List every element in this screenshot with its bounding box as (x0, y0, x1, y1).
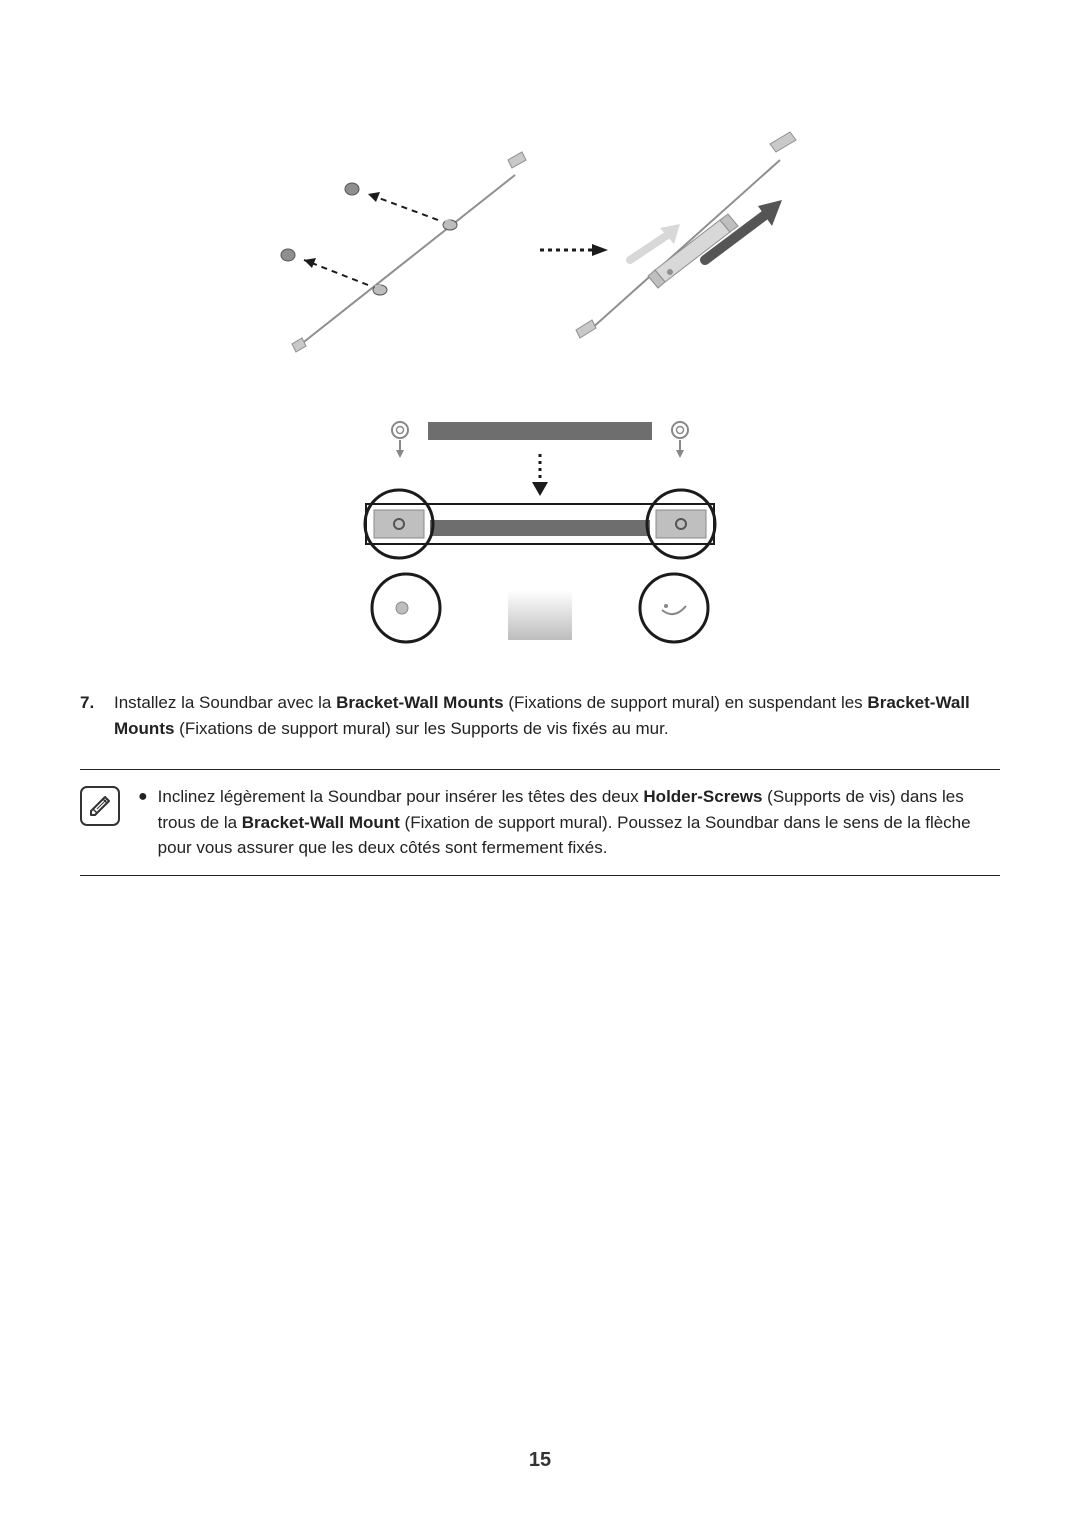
note-bullet: ● Inclinez légèrement la Soundbar pour i… (138, 784, 1000, 861)
note-body: ● Inclinez légèrement la Soundbar pour i… (138, 784, 1000, 861)
note-box: ● Inclinez légèrement la Soundbar pour i… (80, 769, 1000, 876)
illustration-top (80, 120, 1000, 380)
step-7: 7. Installez la Soundbar avec la Bracket… (80, 690, 1000, 741)
step-text-part: (Fixations de support mural) sur les Sup… (174, 719, 668, 738)
note-text-bold: Holder-Screws (643, 787, 762, 806)
step-text-part: Installez la Soundbar avec la (114, 693, 336, 712)
step-number: 7. (80, 690, 102, 716)
note-text-bold: Bracket-Wall Mount (242, 813, 400, 832)
note-pencil-icon (80, 786, 120, 826)
step-text: Installez la Soundbar avec la Bracket-Wa… (114, 690, 1000, 741)
step-text-part: (Fixations de support mural) en suspenda… (504, 693, 868, 712)
note-text: Inclinez légèrement la Soundbar pour ins… (158, 784, 1000, 861)
mount-front-diagram (330, 410, 750, 650)
page-number: 15 (0, 1449, 1080, 1472)
illustration-bottom (80, 410, 1000, 650)
bullet-dot-icon: ● (138, 784, 148, 810)
mount-isometric-diagram (260, 120, 820, 380)
step-text-bold: Bracket-Wall Mounts (336, 693, 504, 712)
note-text-part: Inclinez légèrement la Soundbar pour ins… (158, 787, 644, 806)
manual-page: 7. Installez la Soundbar avec la Bracket… (0, 0, 1080, 1532)
